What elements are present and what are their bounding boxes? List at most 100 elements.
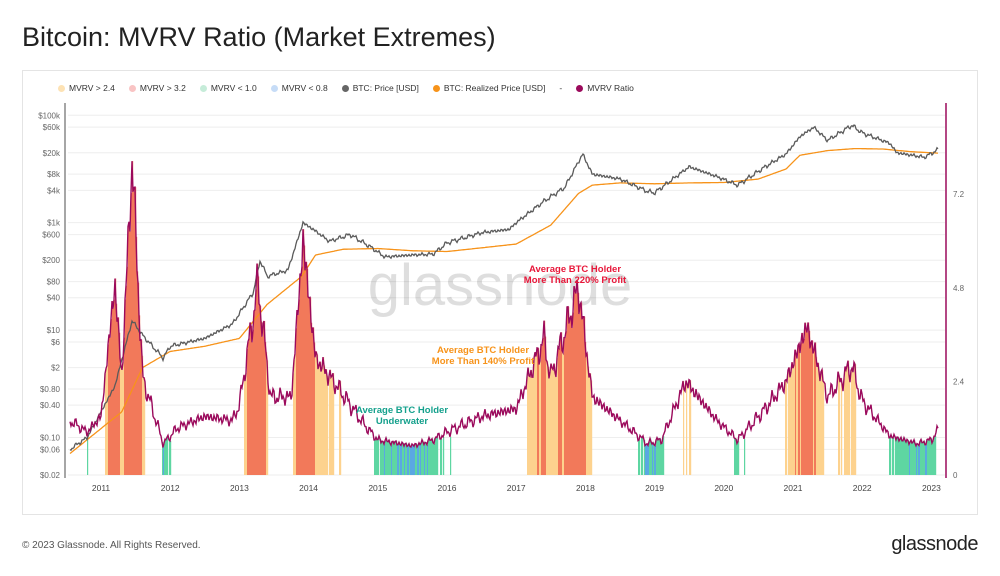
band-gt-3-2 bbox=[558, 346, 560, 475]
legend-label: MVRV < 1.0 bbox=[210, 83, 257, 93]
legend-dot-icon bbox=[432, 85, 440, 92]
band-gt-2-4 bbox=[557, 358, 559, 475]
band-lt-0-8 bbox=[407, 446, 409, 475]
band-gt-3-2 bbox=[300, 273, 302, 475]
band-gt-3-2 bbox=[109, 334, 111, 475]
annotation-text: Underwater bbox=[376, 416, 429, 427]
band-lt-1-0 bbox=[892, 437, 894, 475]
band-lt-1-0 bbox=[921, 439, 923, 475]
legend-label: - bbox=[559, 83, 563, 93]
band-gt-3-2 bbox=[802, 332, 804, 475]
band-gt-3-2 bbox=[303, 229, 305, 475]
band-gt-3-2 bbox=[566, 331, 568, 475]
y-left-tick-label: $6 bbox=[51, 338, 60, 347]
legend-item[interactable]: BTC: Price [USD] bbox=[341, 83, 419, 93]
band-lt-0-8 bbox=[398, 444, 400, 475]
band-lt-0-8 bbox=[919, 445, 921, 475]
band-lt-1-0 bbox=[170, 440, 172, 475]
band-lt-1-0 bbox=[737, 443, 739, 475]
y-left-tick-label: $100k bbox=[38, 111, 61, 120]
band-lt-1-0 bbox=[901, 437, 903, 475]
band-lt-1-0 bbox=[374, 440, 376, 475]
band-lt-1-0 bbox=[928, 438, 930, 475]
band-gt-2-4 bbox=[792, 362, 794, 475]
band-gt-3-2 bbox=[311, 322, 313, 475]
band-lt-1-0 bbox=[437, 437, 439, 475]
band-lt-1-0 bbox=[914, 439, 916, 475]
band-lt-1-0 bbox=[922, 442, 924, 475]
band-gt-2-4 bbox=[589, 377, 591, 475]
legend-item[interactable]: MVRV > 2.4 bbox=[58, 83, 115, 93]
legend-item[interactable]: MVRV Ratio bbox=[576, 83, 634, 93]
band-lt-1-0 bbox=[913, 442, 915, 475]
legend-label: MVRV > 3.2 bbox=[139, 83, 186, 93]
legend-dot-icon bbox=[341, 85, 349, 92]
band-lt-0-8 bbox=[918, 444, 920, 475]
band-gt-3-2 bbox=[111, 318, 113, 475]
y-left-tick-label: $0.10 bbox=[40, 433, 61, 442]
band-gt-2-4 bbox=[562, 350, 564, 475]
band-gt-3-2 bbox=[560, 336, 562, 475]
band-lt-1-0 bbox=[423, 442, 425, 475]
band-lt-1-0 bbox=[433, 442, 435, 475]
band-lt-0-8 bbox=[916, 445, 918, 475]
band-gt-2-4 bbox=[539, 364, 541, 475]
band-lt-0-8 bbox=[925, 444, 927, 475]
band-gt-2-4 bbox=[324, 365, 326, 475]
band-gt-3-2 bbox=[576, 293, 578, 475]
band-gt-3-2 bbox=[804, 338, 806, 475]
band-gt-3-2 bbox=[250, 322, 252, 475]
band-gt-2-4 bbox=[849, 374, 851, 475]
band-gt-2-4 bbox=[122, 369, 124, 475]
band-gt-3-2 bbox=[139, 315, 141, 475]
band-lt-1-0 bbox=[897, 436, 899, 475]
band-lt-1-0 bbox=[650, 438, 652, 475]
legend-dot-icon bbox=[270, 85, 278, 92]
band-lt-0-8 bbox=[391, 445, 393, 475]
glassnode-logo[interactable]: glassnode bbox=[891, 533, 978, 555]
band-gt-3-2 bbox=[129, 221, 131, 475]
band-gt-2-4 bbox=[332, 375, 334, 475]
band-gt-3-2 bbox=[128, 226, 130, 475]
y-left-tick-label: $4k bbox=[47, 186, 61, 195]
band-lt-1-0 bbox=[421, 443, 423, 475]
band-gt-2-4 bbox=[553, 369, 555, 475]
band-gt-2-4 bbox=[295, 353, 297, 475]
band-lt-1-0 bbox=[908, 440, 910, 475]
x-tick-label: 2019 bbox=[645, 483, 664, 493]
band-lt-1-0 bbox=[931, 438, 933, 475]
band-gt-2-4 bbox=[819, 371, 821, 475]
legend-item[interactable]: MVRV > 3.2 bbox=[128, 83, 186, 93]
band-gt-3-2 bbox=[573, 312, 575, 475]
band-gt-3-2 bbox=[584, 316, 586, 475]
legend-item[interactable]: BTC: Realized Price [USD] bbox=[432, 83, 545, 93]
y-right-tick-label: 4.8 bbox=[953, 284, 965, 293]
band-lt-1-0 bbox=[431, 440, 433, 475]
band-lt-0-8 bbox=[654, 444, 656, 475]
band-gt-2-4 bbox=[326, 369, 328, 475]
band-lt-1-0 bbox=[425, 442, 427, 475]
band-lt-1-0 bbox=[402, 442, 404, 475]
legend-item[interactable]: MVRV < 1.0 bbox=[199, 83, 257, 93]
band-lt-1-0 bbox=[907, 439, 909, 475]
band-gt-2-4 bbox=[330, 369, 332, 475]
band-gt-2-4 bbox=[839, 375, 841, 475]
band-lt-1-0 bbox=[385, 440, 387, 475]
band-lt-1-0 bbox=[734, 437, 736, 475]
band-gt-2-4 bbox=[294, 359, 296, 475]
band-gt-2-4 bbox=[551, 363, 553, 475]
band-lt-1-0 bbox=[932, 442, 934, 475]
x-tick-label: 2020 bbox=[714, 483, 733, 493]
legend-item[interactable]: - bbox=[559, 83, 562, 93]
band-lt-0-8 bbox=[397, 444, 399, 475]
band-gt-3-2 bbox=[308, 296, 310, 475]
band-gt-3-2 bbox=[265, 342, 267, 475]
band-lt-1-0 bbox=[658, 439, 660, 475]
band-gt-3-2 bbox=[140, 340, 142, 475]
legend-item[interactable]: MVRV < 0.8 bbox=[270, 83, 328, 93]
band-gt-2-4 bbox=[563, 352, 565, 475]
band-gt-2-4 bbox=[554, 363, 556, 475]
band-gt-3-2 bbox=[299, 299, 301, 475]
band-gt-3-2 bbox=[565, 337, 567, 475]
band-lt-1-0 bbox=[659, 438, 661, 475]
